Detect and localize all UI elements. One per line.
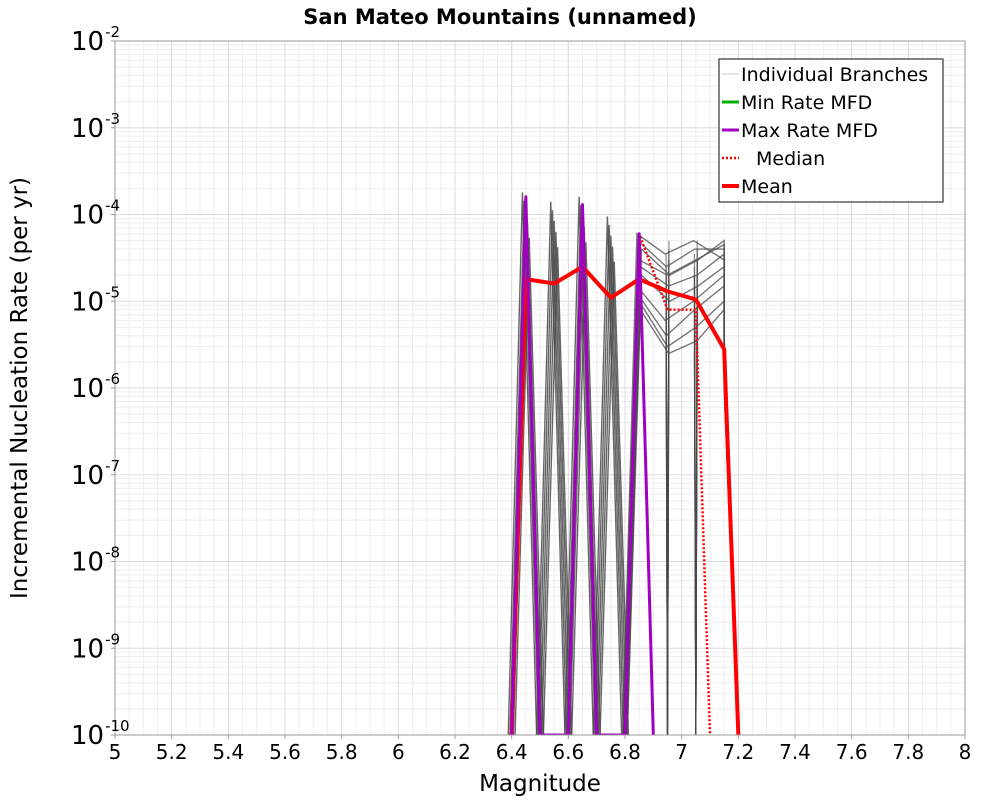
legend-label: Mean bbox=[741, 176, 793, 198]
branch-line bbox=[542, 247, 573, 735]
y-tick-label: 10-5 bbox=[71, 283, 120, 317]
y-axis-ticks: 10-210-310-410-510-610-710-810-910-10 bbox=[71, 23, 130, 751]
x-axis-ticks: 5 5.2 5.4 5.6 5.8 6 6.2 6.4 6.6 6.8 7 7.2 7.4 7.6 7.8 8 bbox=[109, 735, 972, 764]
x-tick-label: 7.8 bbox=[892, 740, 924, 764]
y-tick-label: 10-4 bbox=[71, 197, 120, 231]
x-tick-label: 7 bbox=[675, 740, 688, 764]
y-tick-label: 10-6 bbox=[71, 370, 120, 404]
x-tick-label: 5 bbox=[109, 740, 122, 764]
y-tick-base: 10 bbox=[71, 721, 104, 751]
series-max-rate-mfd bbox=[510, 195, 655, 735]
branch-line bbox=[595, 235, 626, 735]
branch-line bbox=[509, 200, 539, 735]
y-tick-label: 10-9 bbox=[71, 630, 120, 664]
y-tick-exponent: -9 bbox=[105, 630, 120, 648]
branch-line bbox=[514, 237, 545, 735]
branch-line bbox=[564, 196, 594, 735]
branch-line bbox=[665, 259, 670, 735]
y-axis-label: Incremental Nucleation Rate (per yr) bbox=[7, 177, 33, 599]
branch-line bbox=[592, 216, 623, 735]
legend-label: Median bbox=[756, 148, 825, 170]
y-tick-base: 10 bbox=[71, 634, 104, 664]
x-tick-label: 6.8 bbox=[609, 740, 641, 764]
branch-line bbox=[565, 205, 596, 735]
legend: Individual Branches Min Rate MFD Max Rate … bbox=[718, 58, 944, 203]
branch-line bbox=[541, 231, 571, 735]
x-tick-label: 6.4 bbox=[496, 740, 528, 764]
branch-line bbox=[507, 192, 538, 735]
legend-label: Max Rate MFD bbox=[741, 120, 878, 142]
x-tick-label: 6 bbox=[392, 740, 405, 764]
y-tick-exponent: -6 bbox=[105, 370, 120, 388]
y-tick-exponent: -2 bbox=[105, 23, 120, 41]
legend-label: Min Rate MFD bbox=[741, 92, 872, 114]
x-tick-label: 5.2 bbox=[156, 740, 188, 764]
branch-line bbox=[693, 259, 698, 735]
y-tick-base: 10 bbox=[71, 27, 104, 57]
y-tick-base: 10 bbox=[71, 201, 104, 231]
y-tick-base: 10 bbox=[71, 114, 104, 144]
legend-label: Individual Branches bbox=[741, 64, 928, 86]
y-tick-label: 10-2 bbox=[71, 23, 120, 57]
branch-line bbox=[626, 239, 740, 735]
y-tick-exponent: -7 bbox=[105, 457, 120, 475]
branch-line bbox=[594, 224, 624, 735]
branch-line bbox=[539, 221, 570, 735]
y-tick-exponent: -10 bbox=[105, 717, 130, 735]
x-axis-label: Magnitude bbox=[479, 771, 601, 797]
y-tick-exponent: -5 bbox=[105, 283, 120, 301]
x-tick-label: 6.2 bbox=[439, 740, 471, 764]
x-tick-label: 7.6 bbox=[836, 740, 868, 764]
y-tick-exponent: -4 bbox=[105, 197, 120, 215]
branch-line bbox=[537, 210, 568, 735]
y-tick-exponent: -3 bbox=[105, 110, 120, 128]
y-tick-base: 10 bbox=[71, 548, 104, 578]
x-tick-label: 5.4 bbox=[212, 740, 244, 764]
x-tick-label: 5.6 bbox=[269, 740, 301, 764]
series-layer bbox=[507, 192, 741, 735]
y-tick-label: 10-8 bbox=[71, 544, 120, 578]
y-tick-base: 10 bbox=[71, 461, 104, 491]
branch-line bbox=[597, 246, 628, 735]
y-tick-label: 10-3 bbox=[71, 110, 120, 144]
y-tick-label: 10-10 bbox=[71, 717, 130, 751]
branch-line bbox=[571, 242, 601, 735]
x-tick-label: 5.8 bbox=[326, 740, 358, 764]
x-tick-label: 8 bbox=[959, 740, 972, 764]
x-tick-label: 6.6 bbox=[552, 740, 584, 764]
series-median bbox=[567, 206, 712, 735]
branch-line bbox=[599, 261, 630, 735]
plot-area bbox=[507, 192, 741, 735]
y-tick-exponent: -8 bbox=[105, 544, 120, 562]
series-mean bbox=[509, 264, 741, 735]
y-tick-base: 10 bbox=[71, 287, 104, 317]
x-tick-label: 7.2 bbox=[722, 740, 754, 764]
y-tick-label: 10-7 bbox=[71, 457, 120, 491]
y-tick-base: 10 bbox=[71, 374, 104, 404]
branch-line bbox=[535, 201, 566, 735]
x-tick-label: 7.4 bbox=[779, 740, 811, 764]
chart-title: San Mateo Mountains (unnamed) bbox=[303, 5, 696, 29]
legend-box bbox=[718, 58, 944, 203]
